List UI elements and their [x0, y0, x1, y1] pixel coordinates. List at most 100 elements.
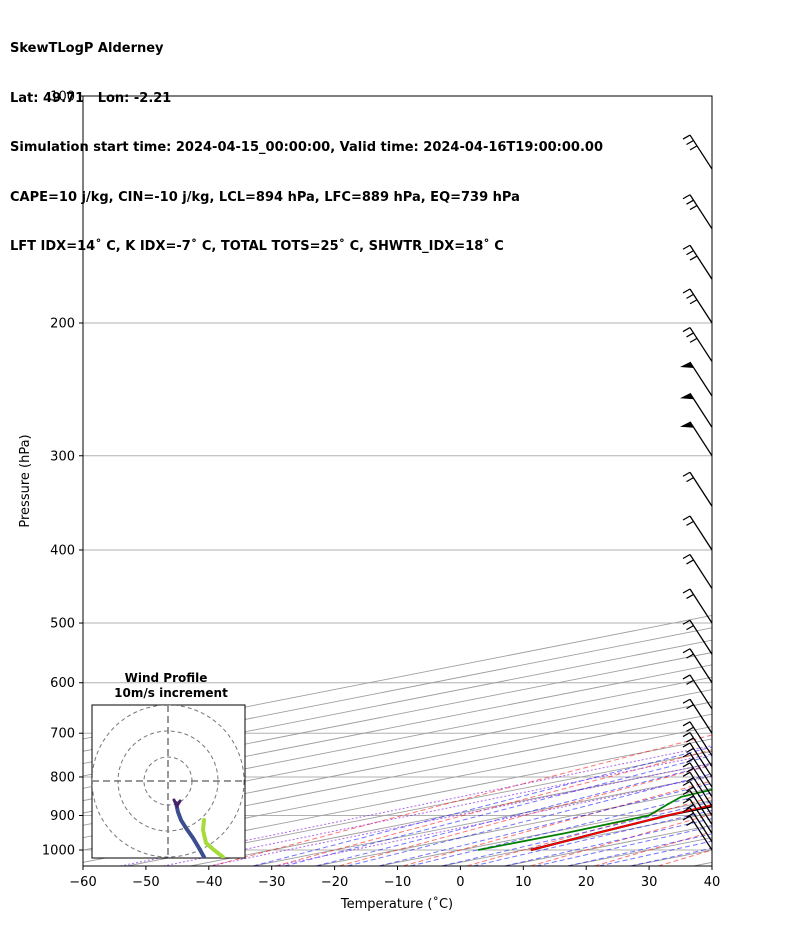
location-line: Lat: 49.71 Lon: -2.21	[10, 90, 172, 106]
wind-barb	[682, 619, 712, 655]
wind-barb-feather	[682, 762, 691, 768]
wind-barb-feather	[682, 674, 691, 680]
moist-adiabat	[441, 801, 712, 866]
wind-barb-staff	[689, 815, 712, 851]
wind-barb-feather	[689, 205, 698, 211]
hodograph-trace	[174, 801, 206, 858]
isotherm	[83, 676, 712, 802]
x-tick-label: 0	[456, 875, 464, 890]
wind-barb-feather	[686, 332, 694, 338]
index-line: LFT IDX=14˚ C, K IDX=-7˚ C, TOTAL TOTS=2…	[10, 239, 504, 254]
time-line: Simulation start time: 2024-04-15_00:00:…	[10, 140, 603, 155]
wind-barb	[682, 515, 712, 551]
wind-barb	[682, 771, 712, 807]
wind-barb-feather	[686, 767, 694, 773]
y-tick-label: 800	[50, 770, 75, 785]
wind-barb-feather	[686, 820, 694, 826]
wind-barb	[683, 62, 712, 97]
moist-adiabat	[315, 763, 712, 866]
wind-barb-feather	[682, 732, 691, 738]
dry-adiabat	[275, 749, 712, 866]
y-tick-label: 100	[50, 90, 75, 105]
wind-barb-feather	[686, 757, 694, 763]
wind-barb	[682, 798, 712, 834]
wind-barb-pennant	[680, 393, 694, 400]
wind-barb-feather	[682, 789, 691, 796]
isotherm	[83, 689, 712, 814]
wind-barb-feather	[689, 145, 698, 151]
wind-barb-feather	[686, 726, 694, 732]
y-tick-label: 500	[50, 617, 75, 632]
x-tick-label: −10	[384, 875, 411, 890]
moist-adiabat	[567, 833, 712, 866]
isotherm	[253, 775, 712, 866]
wind-barb-feather	[682, 798, 691, 804]
mixing-ratio-line	[163, 753, 712, 866]
wind-barb-feather	[687, 67, 694, 71]
moist-adiabat	[378, 782, 712, 866]
wind-barb-staff	[689, 752, 712, 788]
wind-barb	[680, 421, 712, 457]
wind-barb-feather	[686, 786, 694, 792]
wind-barb-staff	[689, 194, 712, 230]
moist-adiabat	[410, 792, 712, 866]
wind-barb-staff	[689, 471, 712, 507]
dry-adiabat	[530, 813, 712, 866]
hodograph-ring	[92, 705, 245, 858]
y-tick-label: 600	[50, 676, 75, 691]
wind-barb-feather	[686, 139, 694, 145]
wind-barb-feather	[686, 625, 694, 631]
isotherm	[83, 652, 712, 777]
inset-subtitle: 10m/s increment	[114, 686, 228, 700]
wind-barb-feather	[686, 747, 694, 753]
wind-barb-staff	[689, 721, 712, 757]
hodograph-trace-top	[172, 798, 182, 810]
wind-barb	[682, 780, 712, 816]
wind-barb-staff	[689, 288, 712, 324]
wind-barb-feather	[682, 742, 691, 748]
x-tick-label: 20	[578, 875, 595, 890]
wind-barb-staff	[711, 96, 712, 97]
wind-barb	[680, 361, 712, 397]
x-tick-label: 10	[515, 875, 532, 890]
wind-barb-feather	[683, 62, 690, 66]
dry-adiabat	[658, 849, 712, 866]
wind-barb	[682, 288, 712, 324]
moist-adiabat	[284, 754, 712, 866]
wind-barb-feather	[682, 244, 691, 250]
wind-barb-feather	[686, 593, 694, 599]
wind-barb-feather	[686, 559, 694, 565]
wind-barb-feather	[682, 815, 691, 821]
wind-barb-feather	[686, 520, 694, 526]
y-tick-label: 700	[50, 727, 75, 742]
wind-barb	[682, 244, 712, 280]
wind-barb	[682, 554, 712, 589]
wind-barb-staff	[689, 327, 712, 362]
moist-adiabat	[473, 809, 712, 866]
profiles	[477, 788, 712, 852]
isotherm	[190, 763, 712, 866]
wind-barb-staff	[689, 554, 712, 589]
wind-barb-feather	[682, 194, 691, 200]
wind-barb-feather	[682, 771, 691, 777]
wind-barb	[682, 194, 712, 230]
wind-barb-staff	[689, 588, 712, 624]
dry-adiabat	[402, 780, 712, 866]
wind-barb-staff	[689, 790, 712, 825]
moist-adiabat	[536, 825, 712, 866]
wind-barb-feather	[689, 337, 698, 343]
isotherm	[83, 614, 712, 740]
mixing-ratio-line	[274, 775, 712, 866]
isotherm	[316, 787, 712, 866]
x-axis-label: Temperature (˚C)	[340, 896, 453, 912]
y-tick-label: 300	[50, 449, 75, 464]
dry-adiabat	[786, 96, 794, 866]
moist-adiabat	[347, 773, 712, 866]
wind-barb-feather	[682, 515, 691, 521]
wind-barb-staff	[689, 732, 712, 767]
wind-barb-feather	[682, 780, 691, 787]
wind-barb-staff	[689, 798, 712, 834]
wind-barb	[682, 752, 712, 788]
wind-barb-staff	[689, 781, 712, 816]
dry-adiabats	[211, 96, 794, 866]
